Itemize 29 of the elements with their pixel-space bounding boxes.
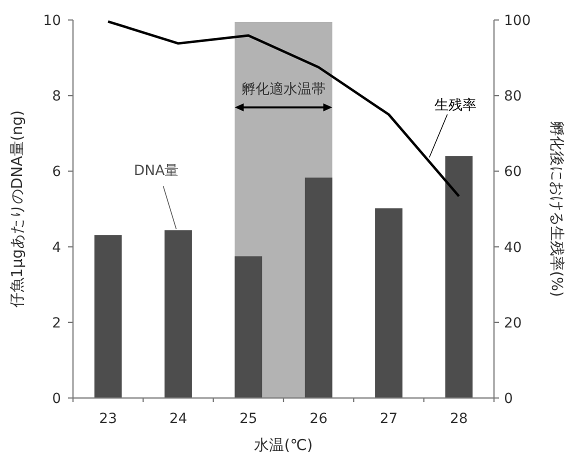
y2-tick-label: 40 bbox=[504, 240, 522, 256]
bar bbox=[445, 156, 473, 398]
y-tick-label: 10 bbox=[43, 13, 61, 29]
bar bbox=[304, 178, 332, 398]
y2-tick-label: 100 bbox=[504, 13, 531, 29]
x-tick-label: 25 bbox=[240, 411, 258, 427]
text: 生残率 bbox=[434, 97, 476, 114]
y2-tick-label: 80 bbox=[504, 88, 522, 105]
y2-tick-label: 20 bbox=[504, 315, 522, 332]
x-tick-label: 28 bbox=[450, 411, 468, 427]
y-tick-label: 2 bbox=[52, 315, 61, 332]
x-axis-title: 水温(℃) bbox=[254, 436, 313, 454]
y-tick-label: 0 bbox=[52, 391, 61, 407]
x-tick-label: 27 bbox=[380, 411, 398, 427]
y2-tick-label: 60 bbox=[504, 164, 522, 180]
x-tick-label: 23 bbox=[99, 411, 117, 427]
y-tick-label: 6 bbox=[52, 164, 62, 180]
bar bbox=[234, 256, 262, 398]
bar bbox=[94, 235, 122, 398]
y-tick-label: 4 bbox=[52, 240, 62, 256]
x-tick-label: 24 bbox=[169, 411, 188, 427]
y2-axis-title: 孵化後における生残率(%) bbox=[548, 121, 566, 297]
band-label: 孵化適水温帯 bbox=[242, 81, 326, 98]
bar bbox=[375, 208, 402, 398]
x-tick-label: 26 bbox=[310, 411, 328, 427]
y-axis-title: 仔魚1μgあたりのDNA量(ng) bbox=[8, 110, 26, 308]
y2-tick-label: 0 bbox=[504, 391, 513, 407]
text: DNA量 bbox=[134, 163, 179, 180]
y-tick-label: 8 bbox=[52, 88, 61, 105]
